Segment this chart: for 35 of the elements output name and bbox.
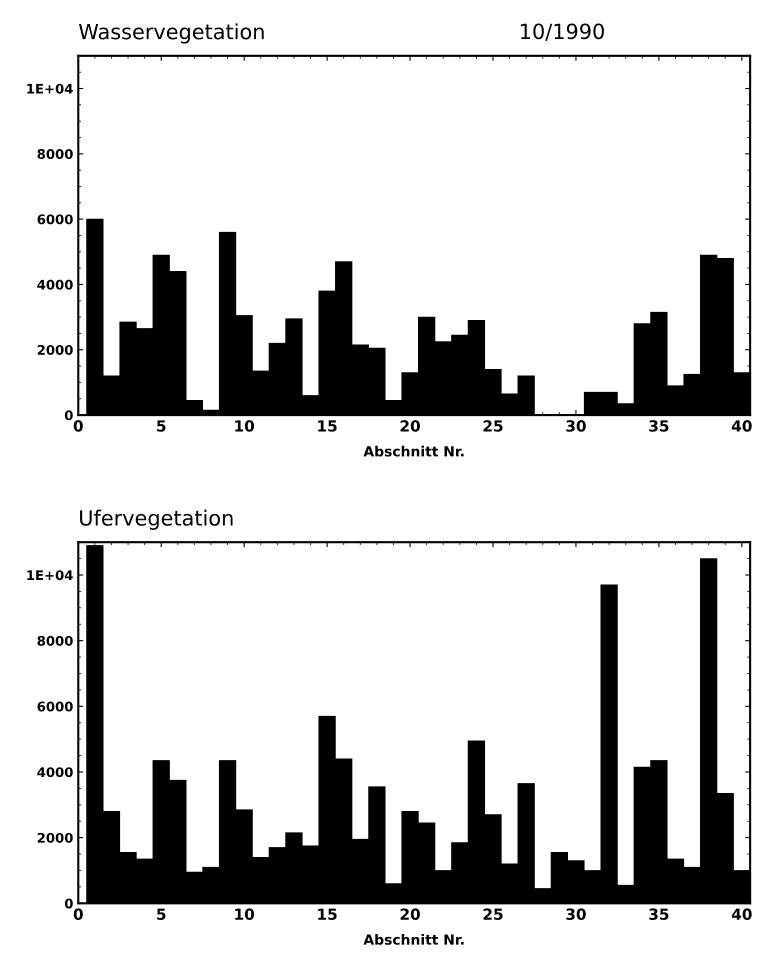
x-tick-label: 10 (235, 908, 254, 920)
x-tick-label: 35 (649, 420, 668, 432)
y-tick-label: 8000 (38, 636, 73, 646)
y-tick-label: 6000 (38, 702, 73, 712)
x-tick-label: 20 (400, 908, 420, 920)
x-tick-label: 40 (732, 908, 752, 920)
x-tick-label: 40 (732, 420, 752, 432)
x-tick-label: 0 (74, 908, 83, 920)
chart-title: Ufervegetation (80, 510, 233, 530)
x-tick-label: 10 (235, 420, 254, 432)
x-tick-label: 0 (74, 420, 83, 432)
y-tick-label: 8000 (38, 149, 73, 160)
chart-title: Wasservegetation (78, 23, 264, 44)
y-tick-label: 2000 (38, 344, 73, 355)
y-tick-label: 4000 (37, 280, 73, 290)
x-tick-label: 5 (157, 908, 166, 920)
x-tick-label: 30 (566, 420, 586, 432)
x-tick-label: 30 (566, 908, 586, 920)
y-tick-label: 6000 (38, 214, 73, 224)
x-tick-label: 5 (157, 420, 166, 432)
y-tick-label: 0 (64, 898, 73, 908)
x-tick-label: 15 (318, 420, 337, 432)
x-tick-label: 25 (484, 908, 503, 920)
x-tick-label: 35 (649, 908, 668, 920)
x-tick-label: 15 (318, 908, 337, 920)
y-tick-label: 2000 (38, 832, 73, 843)
y-tick-label: 1E+04 (27, 570, 73, 580)
y-tick-label: 1E+04 (27, 84, 73, 94)
x-axis-title: Abschnitt Nr. (363, 934, 464, 945)
chart-subtitle: 10/1990 (521, 23, 604, 41)
x-tick-label: 25 (484, 420, 503, 432)
x-tick-label: 20 (400, 420, 420, 432)
x-axis-title: Abschnitt Nr. (363, 446, 464, 457)
y-tick-label: 4000 (37, 767, 73, 778)
y-tick-label: 0 (64, 410, 73, 420)
